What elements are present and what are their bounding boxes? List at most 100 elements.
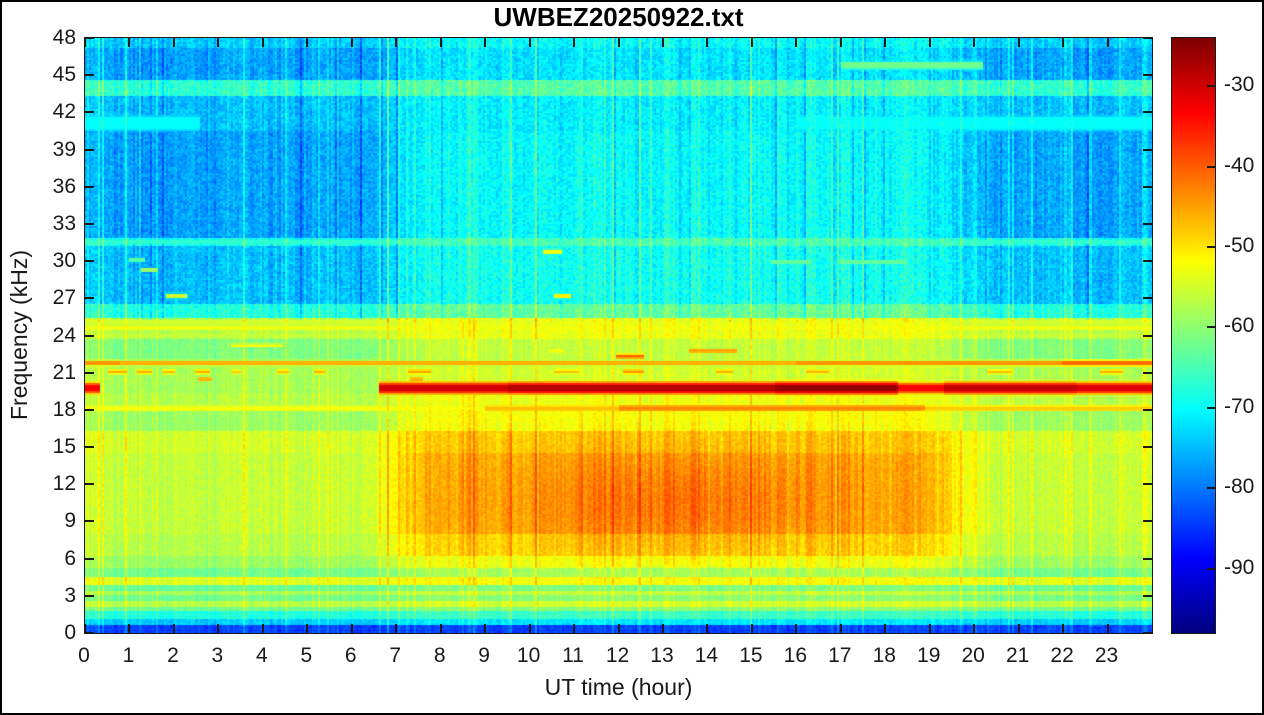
x-tick-label: 15 [739,644,763,667]
y-tick-mark-right [1143,260,1152,263]
y-tick-mark [85,148,94,151]
y-tick-label: 36 [52,174,76,198]
colorbar-tick-mark [1207,326,1215,329]
y-tick-mark-right [1143,557,1152,560]
x-tick-mark [928,624,931,633]
x-tick-mark [884,624,887,633]
x-tick-label: 6 [344,644,357,667]
y-tick-label: 12 [52,472,76,496]
x-tick-mark-top [573,38,576,47]
x-tick-mark [661,624,664,633]
y-tick-mark [85,260,94,263]
colorbar-tick-mark [1207,406,1215,409]
y-tick-mark-right [1143,371,1152,374]
x-tick-mark-top [261,38,264,47]
x-tick-mark [306,624,309,633]
x-tick-mark-top [217,38,220,47]
x-tick-mark [795,624,798,633]
colorbar-tick-label: -60 [1224,314,1255,338]
x-tick-mark-top [795,38,798,47]
y-tick-label: 27 [52,286,76,310]
x-tick-label: 23 [1094,644,1119,667]
x-tick-label: 1 [122,644,135,667]
x-tick-mark [261,624,264,633]
x-tick-mark-top [1106,38,1109,47]
y-tick-mark [85,520,94,523]
x-tick-mark-top [706,38,709,47]
y-tick-mark-right [1143,483,1152,486]
x-tick-label: 2 [167,644,179,667]
colorbar-gradient [1172,38,1215,633]
x-tick-label: 16 [783,644,807,667]
y-tick-label: 24 [52,323,76,347]
colorbar-tick-mark [1207,246,1215,249]
y-tick-label: 42 [52,100,76,124]
x-tick-label: 17 [828,644,852,667]
y-tick-label: 3 [64,583,76,607]
x-tick-mark [128,624,131,633]
colorbar-tick-label: -30 [1224,73,1255,97]
y-tick-label: 45 [52,63,76,87]
x-tick-label: 11 [562,644,584,667]
y-tick-mark-right [1143,185,1152,188]
y-tick-label: 30 [52,249,76,273]
y-tick-mark [85,632,94,634]
y-tick-mark [85,371,94,374]
y-tick-label: 48 [52,26,76,49]
x-tick-mark-top [1062,38,1065,47]
y-tick-mark [85,185,94,188]
y-tick-label: 39 [52,137,76,161]
colorbar-tick-mark [1207,165,1215,168]
y-tick-mark [85,557,94,560]
x-tick-mark-top [84,38,86,47]
x-tick-mark-top [928,38,931,47]
x-tick-mark [1017,624,1020,633]
y-tick-mark-right [1143,74,1152,77]
x-tick-mark [350,624,353,633]
colorbar-tick-label: -80 [1224,475,1255,499]
y-tick-mark-right [1143,222,1152,225]
y-tick-mark [85,297,94,300]
x-tick-mark-top [884,38,887,47]
y-tick-mark [85,74,94,77]
x-tick-mark [528,624,531,633]
x-tick-label: 0 [78,644,90,667]
y-tick-mark [85,446,94,449]
x-tick-mark-top [484,38,487,47]
y-tick-label: 0 [64,621,76,644]
x-tick-label: 18 [872,644,896,667]
y-tick-mark [85,222,94,225]
y-tick-mark [85,334,94,337]
x-tick-mark-top [1017,38,1020,47]
colorbar-tick-label: -40 [1224,153,1255,177]
y-tick-mark-right [1143,446,1152,449]
y-tick-mark-right [1143,520,1152,523]
x-tick-mark-top [395,38,398,47]
y-tick-mark-right [1143,334,1152,337]
y-tick-mark-right [1143,632,1152,634]
colorbar-tick-label: -90 [1224,555,1255,579]
x-tick-mark [1062,624,1065,633]
x-tick-mark-top [439,38,442,47]
x-tick-label: 14 [694,644,719,667]
x-tick-label: 9 [478,644,490,667]
x-axis-label: UT time (hour) [544,674,693,700]
y-tick-label: 15 [52,435,76,459]
x-tick-mark [439,624,442,633]
x-tick-label: 4 [255,644,268,667]
x-tick-label: 21 [1005,644,1030,667]
y-tick-label: 18 [52,397,76,421]
x-tick-label: 12 [605,644,630,667]
colorbar-tick-label: -50 [1224,234,1255,258]
plot-area [84,37,1153,634]
x-tick-mark [484,624,487,633]
x-tick-mark-top [172,38,175,47]
x-tick-mark [84,624,86,633]
y-tick-label: 33 [52,211,76,235]
x-tick-mark [573,624,576,633]
x-tick-mark-top [661,38,664,47]
y-tick-mark [85,483,94,486]
y-tick-label: 6 [64,546,76,570]
x-tick-mark [617,624,620,633]
x-tick-mark-top [617,38,620,47]
